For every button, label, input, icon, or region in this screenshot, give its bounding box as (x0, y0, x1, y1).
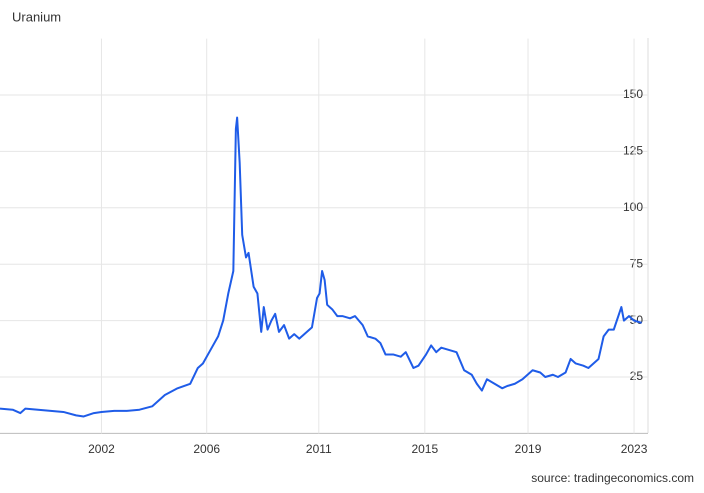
x-tick-label: 2019 (515, 442, 542, 456)
source: source: tradingeconomics.com (531, 471, 694, 485)
x-tick-label: 2002 (88, 442, 115, 456)
y-tick-label: 100 (623, 200, 643, 214)
x-tick-label: 2011 (306, 442, 332, 456)
y-tick-label: 25 (630, 369, 644, 383)
x-tick-label: 2015 (411, 442, 438, 456)
line (0, 116, 642, 418)
x-tick-label: 2023 (621, 442, 648, 456)
x-tick-label: 2006 (193, 442, 220, 456)
y-tick-label: 75 (630, 256, 644, 270)
y-tick-label: 125 (623, 144, 643, 158)
y-tick-label: 150 (623, 87, 643, 101)
chart-title: Uranium (12, 9, 61, 24)
